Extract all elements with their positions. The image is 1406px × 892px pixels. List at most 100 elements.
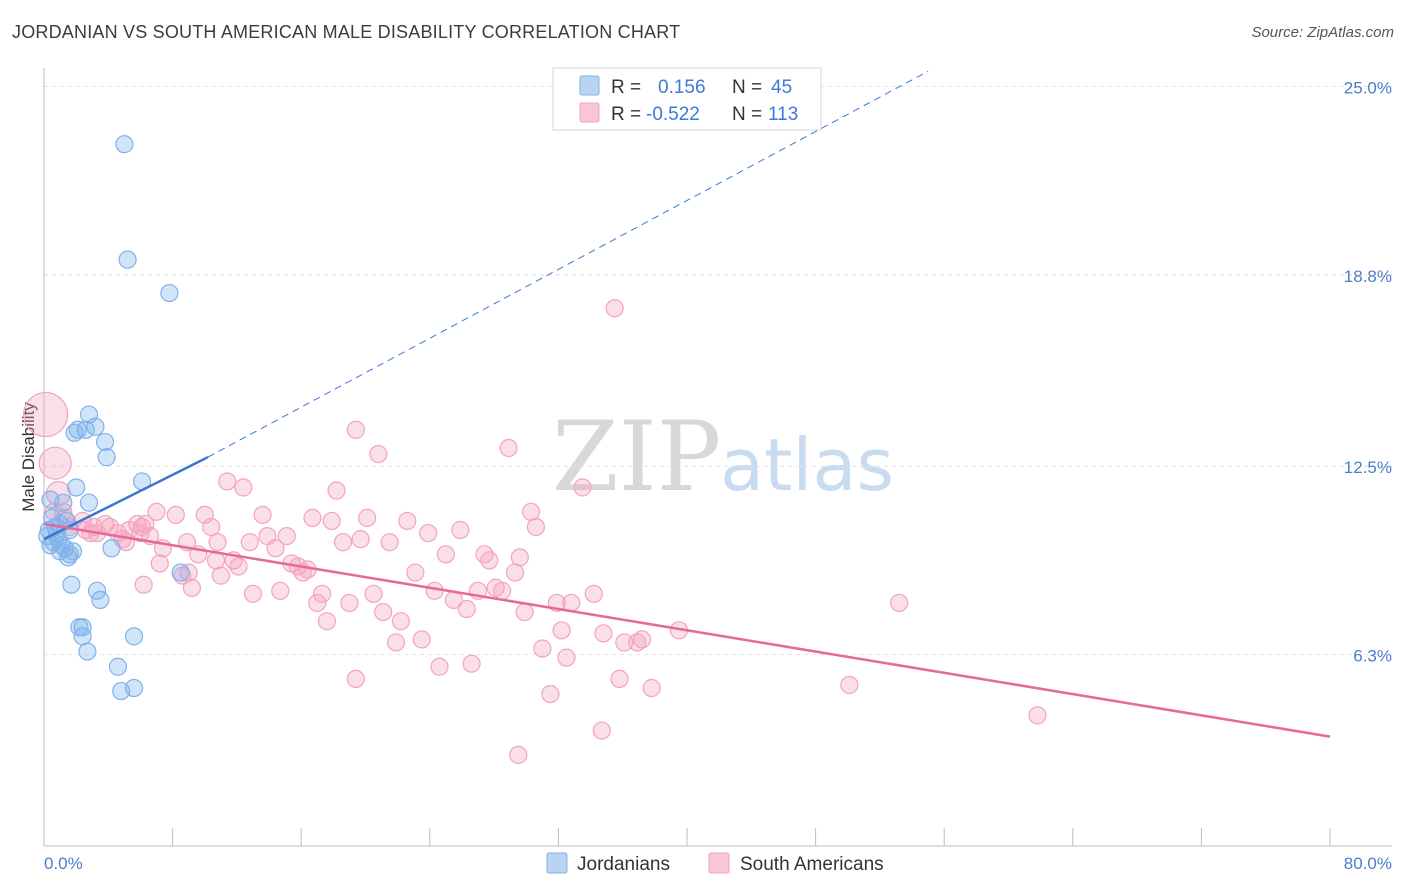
south-american-point (346, 420, 365, 439)
south-americans-swatch (708, 852, 730, 874)
jordanian-point (91, 590, 110, 610)
watermark-zip: ZIP (552, 401, 721, 513)
south-american-point (515, 602, 534, 622)
jordanian-point (124, 627, 144, 646)
south-american-point (308, 593, 327, 613)
south-american-n-value: 113 (768, 104, 798, 125)
south-american-point (327, 481, 346, 500)
south-american-point (346, 669, 365, 689)
south-american-point (386, 633, 406, 652)
jordanian-point (73, 618, 92, 637)
south-american-point (277, 527, 296, 546)
south-american-point (533, 639, 552, 658)
south-american-point (594, 624, 613, 643)
jordanian-point (63, 542, 83, 561)
south-american-point (266, 539, 285, 558)
south-american-point (358, 508, 377, 527)
south-american-point (499, 438, 518, 458)
south-american-point (436, 545, 455, 564)
y-tick-label: 18.8% (1344, 267, 1392, 286)
source-credit: Source: ZipAtlas.com (1251, 24, 1394, 41)
south-american-point (605, 299, 624, 318)
south-american-point (510, 548, 529, 567)
south-american-point (890, 593, 909, 613)
y-tick-labels: 6.3% 12.5% 18.8% 25.0% (1344, 78, 1392, 665)
south-american-point (322, 511, 341, 531)
south-american-point (271, 581, 290, 600)
south-american-point (229, 557, 248, 576)
south-american-point (412, 630, 431, 649)
south-american-point (374, 602, 393, 622)
jordanian-point (78, 642, 97, 661)
x-tick-label-min: 0.0% (44, 854, 83, 873)
south-american-point (150, 554, 169, 573)
south-american-point (134, 575, 153, 594)
jordanian-r-value: 0.156 (658, 77, 706, 98)
jordanian-point (67, 478, 86, 497)
south-american-point (234, 478, 253, 497)
jordanian-point (52, 536, 71, 555)
south-american-point (303, 508, 322, 527)
south-american-point (380, 533, 399, 552)
south-american-point (493, 581, 512, 600)
south-american-point (253, 505, 272, 524)
jordanian-trend-line (43, 455, 209, 541)
south-american-point (557, 648, 576, 667)
y-tick-label: 6.3% (1353, 647, 1392, 666)
jordanian-point (118, 250, 137, 269)
south-american-point (182, 578, 201, 597)
gridlines (44, 85, 1392, 656)
south-american-point (95, 514, 115, 534)
jordanian-legend-swatch (579, 75, 600, 96)
south-american-point (419, 523, 438, 543)
south-american-point (166, 505, 185, 524)
south-american-point (240, 533, 259, 552)
jordanian-point (54, 493, 73, 512)
south-american-point (333, 533, 353, 552)
jordanian-r-label: R = (611, 77, 641, 98)
south-american-point (480, 551, 499, 570)
jordanian-point (95, 432, 115, 452)
jordanian-point (97, 448, 116, 467)
south-american-point (628, 633, 647, 652)
jordanian-point (160, 283, 179, 303)
jordanian-point (171, 563, 190, 582)
jordanian-point (73, 627, 92, 646)
chart-title: JORDANIAN VS SOUTH AMERICAN MALE DISABIL… (12, 22, 681, 42)
watermark-atlas: atlas (720, 423, 894, 507)
south-american-points (23, 299, 1047, 764)
south-american-legend-swatch (579, 102, 600, 123)
south-american-point (243, 584, 263, 603)
south-americans-legend-label: South Americans (740, 854, 884, 875)
jordanians-legend-label: Jordanians (577, 854, 670, 875)
south-american-point (23, 391, 69, 438)
y-tick-label: 25.0% (1344, 78, 1392, 97)
jordanians-swatch (546, 852, 568, 874)
south-american-point (398, 511, 417, 531)
south-american-point (340, 593, 359, 613)
south-american-point (592, 721, 611, 740)
south-american-point (351, 530, 370, 549)
trend-lines (43, 70, 1331, 738)
jordanian-point (102, 539, 121, 558)
south-american-point (202, 517, 221, 537)
jordanian-point (115, 135, 134, 154)
south-american-point (131, 523, 150, 543)
south-american-point (521, 502, 541, 521)
south-american-point (573, 478, 592, 497)
stats-legend: R = 0.156 N = 45 R = -0.522 N = 113 (552, 67, 822, 131)
south-american-point (462, 654, 481, 673)
jordanian-point (62, 575, 81, 594)
jordanian-trend-extension (207, 70, 929, 458)
south-american-point (552, 621, 571, 640)
series-legend: Jordanians South Americans (546, 852, 884, 875)
south-american-point (642, 678, 661, 698)
south-american-point (840, 675, 859, 695)
south-american-point (526, 517, 545, 537)
south-american-point (211, 566, 230, 585)
jordanian-n-value: 45 (771, 77, 792, 98)
south-american-point (147, 502, 166, 521)
x-tick-label-max: 80.0% (1344, 854, 1392, 873)
jordanian-points (38, 135, 190, 701)
